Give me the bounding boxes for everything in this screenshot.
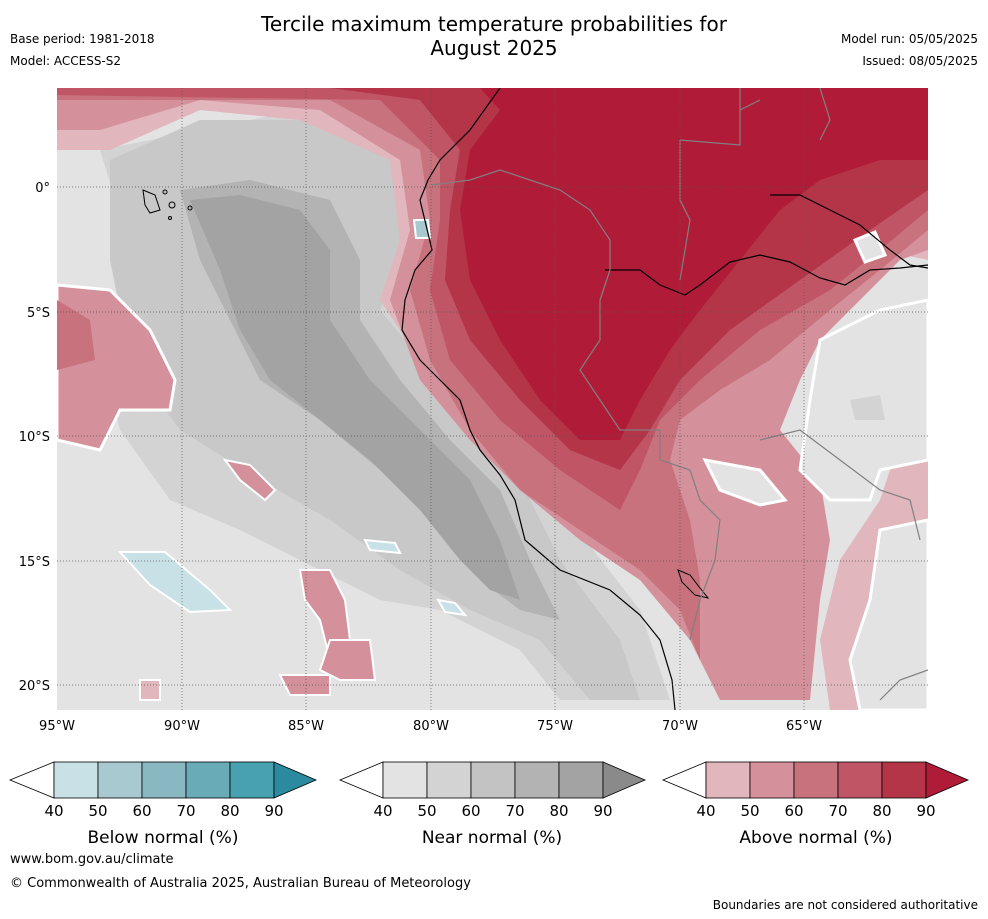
below-normal-region-1: [117, 551, 233, 614]
colorbar-above: [661, 761, 970, 799]
x-tick-70w: 70°W: [662, 719, 698, 734]
above-tick: 50: [740, 802, 759, 820]
x-tick-75w: 75°W: [537, 719, 573, 734]
near-normal-pocket-inner: [850, 395, 885, 420]
below-tick: 80: [220, 802, 239, 820]
x-axis-labels: 95°W 90°W 85°W 80°W 75°W 70°W 65°W: [39, 719, 822, 734]
below-tick: 70: [176, 802, 195, 820]
near-tick: 70: [505, 802, 524, 820]
x-tick-95w: 95°W: [39, 719, 75, 734]
model-run-text: Model run: 05/05/2025: [840, 32, 978, 46]
x-tick-90w: 90°W: [164, 719, 200, 734]
issued-text: Issued: 08/05/2025: [862, 54, 978, 68]
y-tick-15s: 15°S: [19, 555, 50, 570]
river-north: [770, 194, 928, 269]
meta-right: Model run: 05/05/2025 Issued: 08/05/2025: [841, 28, 978, 72]
above-normal-90-region: [460, 88, 928, 440]
title-line-1: Tercile maximum temperature probabilitie…: [261, 12, 727, 36]
above-normal-ocean-patch-3: [318, 639, 377, 681]
near-normal-pocket-south: [848, 518, 928, 710]
colorbar-near-label: Near normal (%): [422, 828, 562, 848]
footer-url: www.bom.gov.au/climate: [10, 852, 174, 867]
coastline-south-america: [401, 88, 676, 710]
map-title: Tercile maximum temperature probabilitie…: [0, 12, 988, 60]
below-normal-region-2: [363, 538, 402, 555]
base-period-text: Base period: 1981-2018: [10, 32, 155, 46]
above-tick: 60: [784, 802, 803, 820]
near-tick: 60: [461, 802, 480, 820]
graticule: [57, 88, 928, 710]
y-tick-5s: 5°S: [27, 306, 50, 321]
map-plot-area: [57, 88, 928, 710]
above-normal-ocean-patch-1: [222, 458, 277, 502]
above-normal-ocean-patch-4: [278, 674, 331, 696]
y-axis-labels: 0° 5°S 10°S 15°S 20°S: [19, 181, 50, 694]
near-tick: 40: [373, 802, 392, 820]
colorbar-above-ticks: 40 50 60 70 80 90: [696, 802, 935, 820]
y-tick-10s: 10°S: [19, 430, 50, 445]
near-normal-80-region: [190, 195, 520, 600]
model-text: Model: ACCESS-S2: [10, 54, 122, 68]
footer-copyright: © Commonwealth of Australia 2025, Austra…: [10, 876, 471, 891]
above-tick: 40: [696, 802, 715, 820]
title-line-2: August 2025: [430, 36, 558, 60]
colorbar-labels: Below normal (%) Near normal (%) Above n…: [88, 828, 893, 848]
colorbar-below: [8, 761, 318, 799]
below-tick: 90: [264, 802, 283, 820]
lake-titicaca: [677, 569, 710, 599]
below-tick: 50: [88, 802, 107, 820]
below-normal-region-3: [436, 598, 468, 617]
colorbar-below-label: Below normal (%): [88, 828, 239, 848]
near-normal-pocket-mid: [702, 457, 788, 507]
galapagos-islands: [142, 189, 193, 220]
above-normal-ocean-patch-5: [139, 679, 161, 701]
near-tick: 80: [549, 802, 568, 820]
y-tick-20s: 20°S: [19, 679, 50, 694]
x-tick-65w: 65°W: [786, 719, 822, 734]
near-tick: 90: [593, 802, 612, 820]
above-tick: 80: [872, 802, 891, 820]
x-tick-85w: 85°W: [288, 719, 324, 734]
footer-disclaimer: Boundaries are not considered authoritat…: [712, 898, 978, 912]
below-normal-region-4: [412, 219, 432, 239]
meta-left: Base period: 1981-2018 Model: ACCESS-S2: [10, 28, 155, 72]
below-tick: 40: [44, 802, 63, 820]
x-tick-80w: 80°W: [413, 719, 449, 734]
above-tick: 90: [916, 802, 935, 820]
above-tick: 70: [828, 802, 847, 820]
colorbar-below-ticks: 40 50 60 70 80 90: [44, 802, 283, 820]
near-tick: 50: [417, 802, 436, 820]
below-tick: 60: [132, 802, 151, 820]
colorbar-near: [338, 761, 647, 799]
colorbar-above-label: Above normal (%): [739, 828, 892, 848]
above-normal-west-blob-inner: [57, 300, 95, 370]
y-tick-0: 0°: [35, 181, 50, 196]
amazon-river: [605, 254, 928, 296]
colorbar-near-ticks: 40 50 60 70 80 90: [373, 802, 612, 820]
